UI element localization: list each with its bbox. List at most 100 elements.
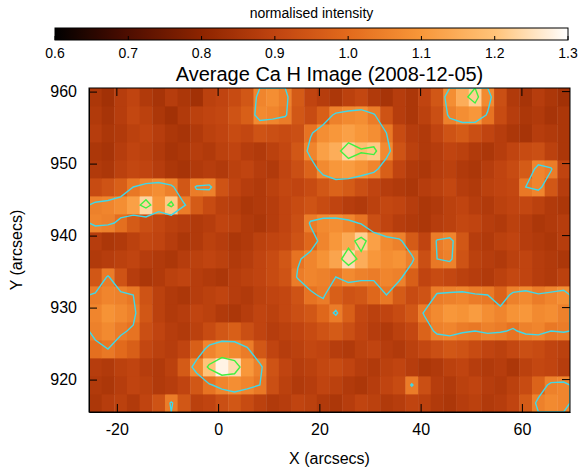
heatmap-cell [431,268,444,286]
heatmap-cell [380,376,393,394]
heatmap-cell [152,106,165,124]
heatmap-cell [481,394,494,412]
heatmap-cell [165,358,178,376]
heatmap-cell [393,196,406,214]
heatmap-cell [443,232,456,250]
heatmap-cell [241,250,254,268]
heatmap-cell [102,286,115,304]
heatmap-cell [342,214,355,232]
heatmap-cell [114,268,127,286]
heatmap-cell [102,322,115,340]
heatmap-cell [443,196,456,214]
heatmap-cell [456,124,469,142]
colorbar-tick [274,36,275,40]
heatmap-cell [114,286,127,304]
heatmap-cell [519,304,532,322]
heatmap-cell [114,88,127,106]
heatmap-cell [228,124,241,142]
heatmap-cell [190,106,203,124]
heatmap-cell [152,304,165,322]
heatmap-cell [203,196,216,214]
heatmap-cell [469,232,482,250]
heatmap-cell [102,304,115,322]
heatmap-cell [431,88,444,106]
heatmap-cell [203,322,216,340]
heatmap-cell [405,178,418,196]
heatmap-cell [241,394,254,412]
heatmap-cell [405,160,418,178]
heatmap-cell [241,160,254,178]
heatmap-cell [292,160,305,178]
heatmap-cell [165,178,178,196]
heatmap-cell [355,124,368,142]
heatmap-cell [228,394,241,412]
heatmap-cell [405,124,418,142]
heatmap-cell [266,106,279,124]
heatmap-cell [342,124,355,142]
x-tick-mark [522,404,523,412]
heatmap-cell [216,124,229,142]
heatmap-cell [418,88,431,106]
y-tick-label: 960 [50,83,77,100]
heatmap-cell [152,214,165,232]
heatmap-cell [304,160,317,178]
heatmap-cell [140,322,153,340]
heatmap-cell [431,376,444,394]
heatmap-cell [152,232,165,250]
heatmap-cell [292,232,305,250]
heatmap-cell [557,214,570,232]
heatmap-cell [481,178,494,196]
heatmap-cell [481,142,494,160]
heatmap-cell [304,214,317,232]
heatmap-cell [330,394,343,412]
heatmap-cell [507,250,520,268]
heatmap-cell [494,106,507,124]
y-tick-mark [89,236,97,237]
heatmap-cell [317,394,330,412]
heatmap-cell [507,214,520,232]
heatmap-cell [330,340,343,358]
heatmap-cell [165,304,178,322]
heatmap-cell [140,106,153,124]
heatmap-cell [89,358,102,376]
heatmap-cell [165,232,178,250]
heatmap-cell [469,376,482,394]
heatmap-cell [304,322,317,340]
heatmap-cell [292,88,305,106]
heatmap-cell [367,196,380,214]
heatmap-cell [443,106,456,124]
heatmap-cell [140,88,153,106]
heatmap-cell [367,358,380,376]
heatmap-cell [519,394,532,412]
colorbar [55,28,568,40]
heatmap-cell [405,394,418,412]
heatmap-cell [317,124,330,142]
contour-line [140,88,478,375]
heatmap-cell [494,376,507,394]
heatmap-cell [304,358,317,376]
heatmap-cell [279,394,292,412]
heatmap-cell [418,142,431,160]
heatmap-cell [405,322,418,340]
heatmap-cell [330,232,343,250]
x-tick-mark [319,404,320,412]
x-tick: 0 [214,404,223,438]
heatmap-cell [481,358,494,376]
heatmap-cell [519,376,532,394]
heatmap-cell [431,358,444,376]
heatmap-cell [393,394,406,412]
heatmap-cell [367,142,380,160]
heatmap-cell [355,88,368,106]
colorbar-label: normalised intensity [250,5,374,21]
y-tick-mark-right [562,163,570,164]
heatmap-cell [393,178,406,196]
heatmap-cell [165,160,178,178]
heatmap-cell [393,340,406,358]
heatmap-cell [519,142,532,160]
heatmap-cell [557,232,570,250]
heatmap-cell [216,304,229,322]
heatmap-cell [241,268,254,286]
y-axis-title: Y (arcsecs) [8,210,25,291]
heatmap-cell [469,196,482,214]
heatmap-cell [190,178,203,196]
